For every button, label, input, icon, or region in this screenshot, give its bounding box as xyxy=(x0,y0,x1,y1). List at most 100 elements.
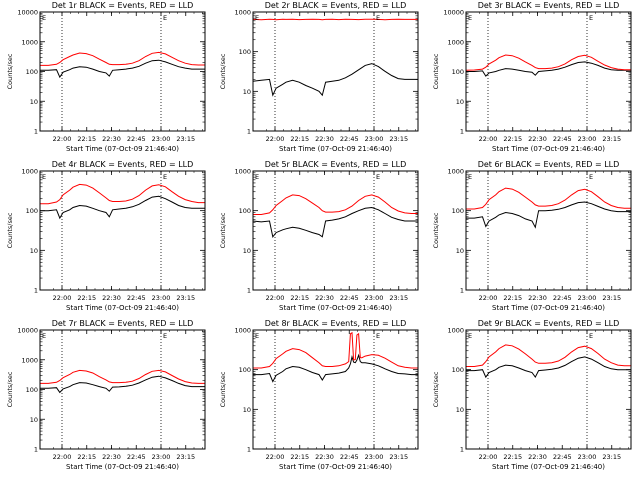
x-tick-label: 23:15 xyxy=(389,135,408,143)
y-tick-label: 1000 xyxy=(234,9,251,17)
lld-series-line xyxy=(466,344,631,367)
corner-mark: E xyxy=(376,173,380,181)
detector-panel-6: Det 6r BLACK = Events, RED = LLD Counts/s… xyxy=(432,160,632,312)
corner-mark: E xyxy=(468,173,472,181)
corner-mark: E xyxy=(163,332,167,340)
x-tick-label: 23:15 xyxy=(176,135,195,143)
y-tick-label: 10 xyxy=(456,247,464,255)
events-series-line xyxy=(252,63,418,97)
x-tick-label: 22:30 xyxy=(315,294,334,302)
x-tick-label: 22:00 xyxy=(479,453,498,461)
x-tick-label: 22:45 xyxy=(127,135,146,143)
detector-panel-5: Det 5r BLACK = Events, RED = LLD Counts/s… xyxy=(219,160,419,312)
detector-panel-7: Det 7r BLACK = Events, RED = LLD Counts/s… xyxy=(6,319,206,471)
panel-title: Det 2r BLACK = Events, RED = LLD xyxy=(265,1,407,10)
events-series-line xyxy=(40,195,205,220)
detector-panel-9: Det 9r BLACK = Events, RED = LLD Counts/s… xyxy=(432,319,632,471)
y-tick-label: 1 xyxy=(460,287,464,295)
x-tick-label: 22:15 xyxy=(290,135,309,143)
x-tick-label: 22:30 xyxy=(528,135,547,143)
x-tick-label: 22:00 xyxy=(53,135,72,143)
x-axis-label: Start Time (07-Oct-09 21:46:40) xyxy=(492,304,605,312)
x-tick-label: 22:30 xyxy=(315,453,334,461)
x-tick-label: 23:00 xyxy=(152,453,171,461)
x-tick-label: 23:00 xyxy=(578,135,597,143)
corner-mark: E xyxy=(42,332,46,340)
detector-panel-3: Det 3r BLACK = Events, RED = LLD Counts/s… xyxy=(432,1,632,153)
x-tick-label: 23:00 xyxy=(365,135,384,143)
y-tick-label: 10 xyxy=(30,416,38,424)
y-axis-label: Counts/sec xyxy=(219,212,227,248)
y-tick-label: 1000 xyxy=(21,356,38,364)
lld-series-line xyxy=(40,369,205,384)
plot-frame xyxy=(465,170,632,291)
corner-mark: E xyxy=(468,14,472,22)
x-tick-label: 22:15 xyxy=(290,294,309,302)
plot-frame xyxy=(39,170,206,291)
y-tick-label: 1 xyxy=(34,287,38,295)
x-tick-label: 22:00 xyxy=(53,294,72,302)
x-tick-label: 22:15 xyxy=(503,453,522,461)
events-series-line xyxy=(466,356,631,379)
y-tick-label: 1000 xyxy=(234,168,251,176)
corner-mark: E xyxy=(163,14,167,22)
panel-title: Det 3r BLACK = Events, RED = LLD xyxy=(478,1,620,10)
x-tick-label: 22:45 xyxy=(553,135,572,143)
plot-frame xyxy=(39,329,206,450)
x-tick-label: 22:45 xyxy=(340,294,359,302)
detector-panel-1: Det 1r BLACK = Events, RED = LLD Counts/s… xyxy=(6,1,206,153)
x-tick-label: 22:00 xyxy=(266,453,285,461)
corner-mark: E xyxy=(589,173,593,181)
y-tick-label: 1 xyxy=(247,128,251,136)
x-tick-label: 22:30 xyxy=(528,453,547,461)
x-tick-label: 22:15 xyxy=(503,294,522,302)
y-tick-label: 1000 xyxy=(234,327,251,335)
y-tick-label: 10 xyxy=(30,98,38,106)
panel-title: Det 8r BLACK = Events, RED = LLD xyxy=(265,319,407,328)
lld-series-line xyxy=(40,183,205,205)
y-tick-label: 100 xyxy=(26,207,38,215)
y-tick-label: 100 xyxy=(26,386,38,394)
corner-mark: E xyxy=(163,173,167,181)
lld-series-line xyxy=(253,194,418,215)
corner-mark: E xyxy=(42,173,46,181)
panel-title: Det 5r BLACK = Events, RED = LLD xyxy=(265,160,407,169)
detector-panel-2: Det 2r BLACK = Events, RED = LLD Counts/s… xyxy=(219,1,419,153)
lld-series-line xyxy=(252,18,418,21)
x-tick-label: 22:15 xyxy=(77,453,96,461)
plot-frame xyxy=(39,11,206,132)
corner-mark: E xyxy=(589,332,593,340)
x-tick-label: 22:15 xyxy=(503,135,522,143)
x-tick-label: 22:15 xyxy=(77,294,96,302)
x-tick-label: 22:00 xyxy=(266,135,285,143)
y-tick-label: 10 xyxy=(243,406,251,414)
events-series-line xyxy=(40,375,205,394)
x-tick-label: 23:00 xyxy=(578,453,597,461)
panel-title: Det 4r BLACK = Events, RED = LLD xyxy=(52,160,194,169)
y-tick-label: 10 xyxy=(456,406,464,414)
detector-panel-8: Det 8r BLACK = Events, RED = LLD Counts/s… xyxy=(219,319,419,471)
panel-title: Det 1r BLACK = Events, RED = LLD xyxy=(52,1,194,10)
y-tick-label: 10 xyxy=(243,247,251,255)
y-tick-label: 100 xyxy=(452,68,464,76)
events-series-line xyxy=(40,59,205,79)
x-tick-label: 22:30 xyxy=(315,135,334,143)
corner-mark: E xyxy=(255,173,259,181)
y-tick-label: 10000 xyxy=(443,9,464,17)
y-tick-label: 10 xyxy=(456,98,464,106)
y-tick-label: 1 xyxy=(34,446,38,454)
y-tick-label: 1 xyxy=(247,446,251,454)
events-series-line xyxy=(466,201,631,229)
x-tick-label: 22:45 xyxy=(553,294,572,302)
y-axis-label: Counts/sec xyxy=(6,371,14,407)
x-tick-label: 22:30 xyxy=(102,294,121,302)
y-axis-label: Counts/sec xyxy=(432,212,440,248)
x-axis-label: Start Time (07-Oct-09 21:46:40) xyxy=(279,304,392,312)
x-axis-label: Start Time (07-Oct-09 21:46:40) xyxy=(279,145,392,153)
y-tick-label: 100 xyxy=(239,48,251,56)
x-tick-label: 23:00 xyxy=(152,135,171,143)
corner-mark: E xyxy=(376,14,380,22)
events-series-line xyxy=(253,353,418,383)
y-axis-label: Counts/sec xyxy=(219,53,227,89)
